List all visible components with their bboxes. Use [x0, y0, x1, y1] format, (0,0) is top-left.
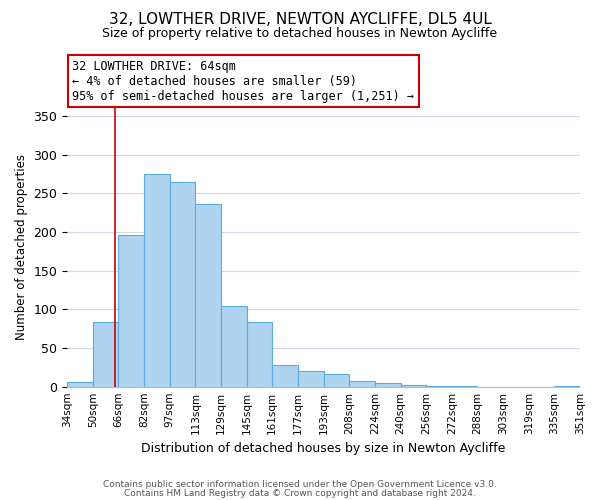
- Bar: [323, 374, 349, 386]
- Text: Contains HM Land Registry data © Crown copyright and database right 2024.: Contains HM Land Registry data © Crown c…: [124, 488, 476, 498]
- X-axis label: Distribution of detached houses by size in Newton Aycliffe: Distribution of detached houses by size …: [142, 442, 506, 455]
- Bar: [93, 322, 118, 386]
- Text: Size of property relative to detached houses in Newton Aycliffe: Size of property relative to detached ho…: [103, 28, 497, 40]
- Text: 32, LOWTHER DRIVE, NEWTON AYCLIFFE, DL5 4UL: 32, LOWTHER DRIVE, NEWTON AYCLIFFE, DL5 …: [109, 12, 491, 28]
- Bar: [247, 322, 272, 386]
- Bar: [196, 204, 221, 386]
- Text: Contains public sector information licensed under the Open Government Licence v3: Contains public sector information licen…: [103, 480, 497, 489]
- Bar: [401, 385, 426, 386]
- Bar: [221, 306, 247, 386]
- Bar: [144, 174, 170, 386]
- Y-axis label: Number of detached properties: Number of detached properties: [15, 154, 28, 340]
- Bar: [375, 383, 401, 386]
- Bar: [118, 235, 144, 386]
- Bar: [349, 382, 375, 386]
- Bar: [170, 182, 196, 386]
- Bar: [298, 371, 323, 386]
- Bar: [67, 382, 93, 386]
- Bar: [272, 365, 298, 386]
- Text: 32 LOWTHER DRIVE: 64sqm
← 4% of detached houses are smaller (59)
95% of semi-det: 32 LOWTHER DRIVE: 64sqm ← 4% of detached…: [72, 60, 414, 102]
